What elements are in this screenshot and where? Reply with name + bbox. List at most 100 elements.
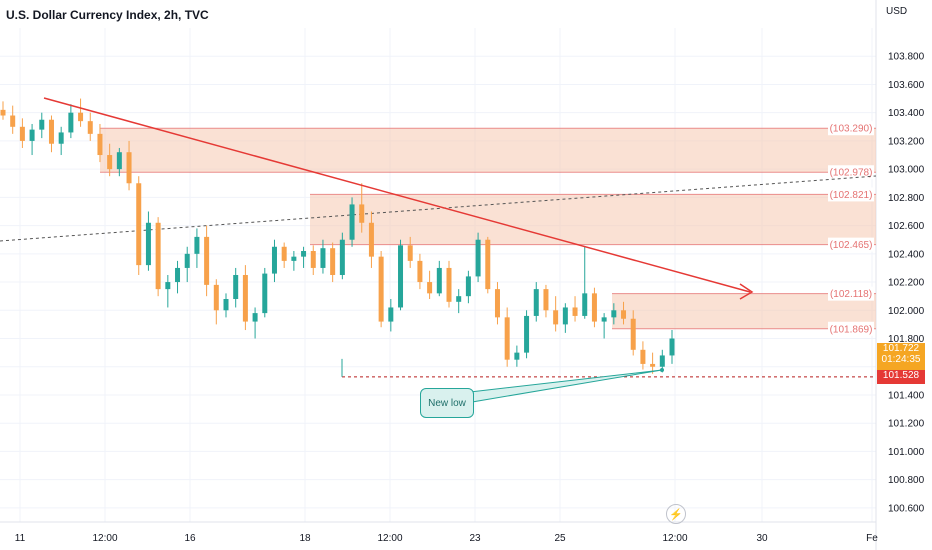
candle-body — [155, 222, 161, 290]
time-tick-label: 12:00 — [377, 533, 402, 544]
callout-pointer — [469, 369, 663, 403]
price-tick-label: 102.400 — [888, 249, 925, 260]
candle-body — [349, 204, 355, 240]
trend-arrow-head — [739, 283, 754, 300]
candle-body — [553, 310, 559, 325]
candle-body — [68, 112, 74, 133]
candle-body — [572, 307, 578, 316]
bar-countdown: 01:24:35 — [881, 353, 921, 365]
time-tick-label: 12:00 — [92, 533, 117, 544]
price-axis-currency: USD — [886, 6, 908, 17]
candle-body — [621, 310, 627, 319]
trend-line — [43, 97, 751, 293]
candle-body — [388, 307, 394, 322]
candle-body — [242, 275, 248, 322]
candle-body — [475, 239, 481, 277]
callout-anchor — [660, 368, 664, 372]
candle-body — [165, 282, 171, 290]
candle-body — [262, 273, 268, 314]
supply-zone — [310, 194, 876, 245]
candle-body — [630, 318, 636, 350]
candle-body — [562, 307, 568, 325]
candle-body — [175, 267, 181, 283]
candle-body — [669, 338, 675, 356]
level-label-bg — [828, 237, 874, 252]
price-tick-label: 103.000 — [888, 165, 925, 176]
level-label-bg — [828, 121, 874, 136]
candle-body — [184, 253, 190, 268]
candle-body — [582, 293, 588, 316]
candle-body — [494, 289, 500, 318]
last-price-tag: 101.722 01:24:35 — [877, 342, 925, 371]
level-label: (102.821) — [830, 190, 873, 201]
price-tick-label: 103.800 — [888, 52, 925, 63]
price-tick-label: 103.200 — [888, 136, 925, 147]
candle-body — [58, 132, 64, 144]
candle-body — [320, 248, 326, 268]
candle-body — [485, 239, 491, 290]
candle-body — [223, 298, 229, 311]
time-tick-label: 16 — [184, 533, 196, 544]
candle-body — [107, 155, 113, 170]
level-label: (102.978) — [830, 168, 873, 179]
level-label: (102.465) — [830, 240, 873, 251]
candle-body — [543, 289, 549, 311]
candle-body — [252, 313, 258, 322]
level-label: (103.290) — [830, 124, 873, 135]
candle-body — [407, 245, 413, 261]
candle-body — [330, 248, 336, 275]
candle-body — [48, 119, 54, 144]
candle-body — [145, 222, 151, 266]
level-label-bg — [828, 286, 874, 301]
candle-body — [213, 284, 219, 311]
last-price-value: 101.722 — [882, 342, 920, 354]
candle-body — [136, 183, 142, 266]
candle-body — [640, 349, 646, 364]
level-label: (101.869) — [830, 324, 873, 335]
candle-body — [504, 317, 510, 360]
candle-body — [533, 289, 539, 316]
candle-body — [301, 251, 307, 257]
time-tick-label: 25 — [554, 533, 566, 544]
candle-body — [427, 282, 433, 294]
candle-body — [281, 246, 287, 261]
candle-body — [650, 363, 656, 367]
lightning-bolt-icon[interactable]: ⚡ — [666, 504, 686, 524]
candle-body — [271, 246, 277, 274]
chart-title: U.S. Dollar Currency Index, 2h, TVC — [6, 8, 209, 22]
candle-body — [368, 222, 374, 257]
time-tick-label: 18 — [299, 533, 311, 544]
new-low-callout: New low — [420, 388, 474, 418]
time-tick-label: 12:00 — [662, 533, 687, 544]
candle-body — [87, 121, 93, 134]
supply-zone — [100, 128, 876, 173]
price-tick-label: 103.400 — [888, 108, 925, 119]
candle-body — [611, 310, 617, 318]
time-tick-label: 11 — [15, 533, 26, 544]
level-label-bg — [828, 165, 874, 180]
price-tick-label: 100.600 — [888, 503, 925, 514]
price-tick-label: 101.800 — [888, 334, 925, 345]
candle-body — [126, 152, 132, 184]
price-tick-label: 102.600 — [888, 221, 925, 232]
level-label: (102.118) — [830, 289, 872, 300]
price-tick-label: 102.000 — [888, 306, 925, 317]
candle-body — [339, 239, 345, 275]
candle-body — [19, 126, 25, 141]
candle-body — [194, 236, 200, 254]
candle-body — [398, 245, 404, 308]
candle-body — [524, 315, 530, 353]
candle-body — [359, 204, 365, 223]
price-tick-label: 103.600 — [888, 80, 925, 91]
candle-body — [116, 152, 122, 170]
candle-body — [78, 112, 84, 122]
price-tick-label: 101.400 — [888, 390, 925, 401]
candle-body — [29, 129, 35, 141]
price-tick-label: 102.800 — [888, 193, 925, 204]
candle-body — [97, 133, 103, 156]
candle-body — [659, 355, 665, 367]
time-tick-label: 30 — [756, 533, 768, 544]
low-price-tag: 101.528 — [877, 369, 925, 384]
candle-body — [204, 236, 210, 285]
